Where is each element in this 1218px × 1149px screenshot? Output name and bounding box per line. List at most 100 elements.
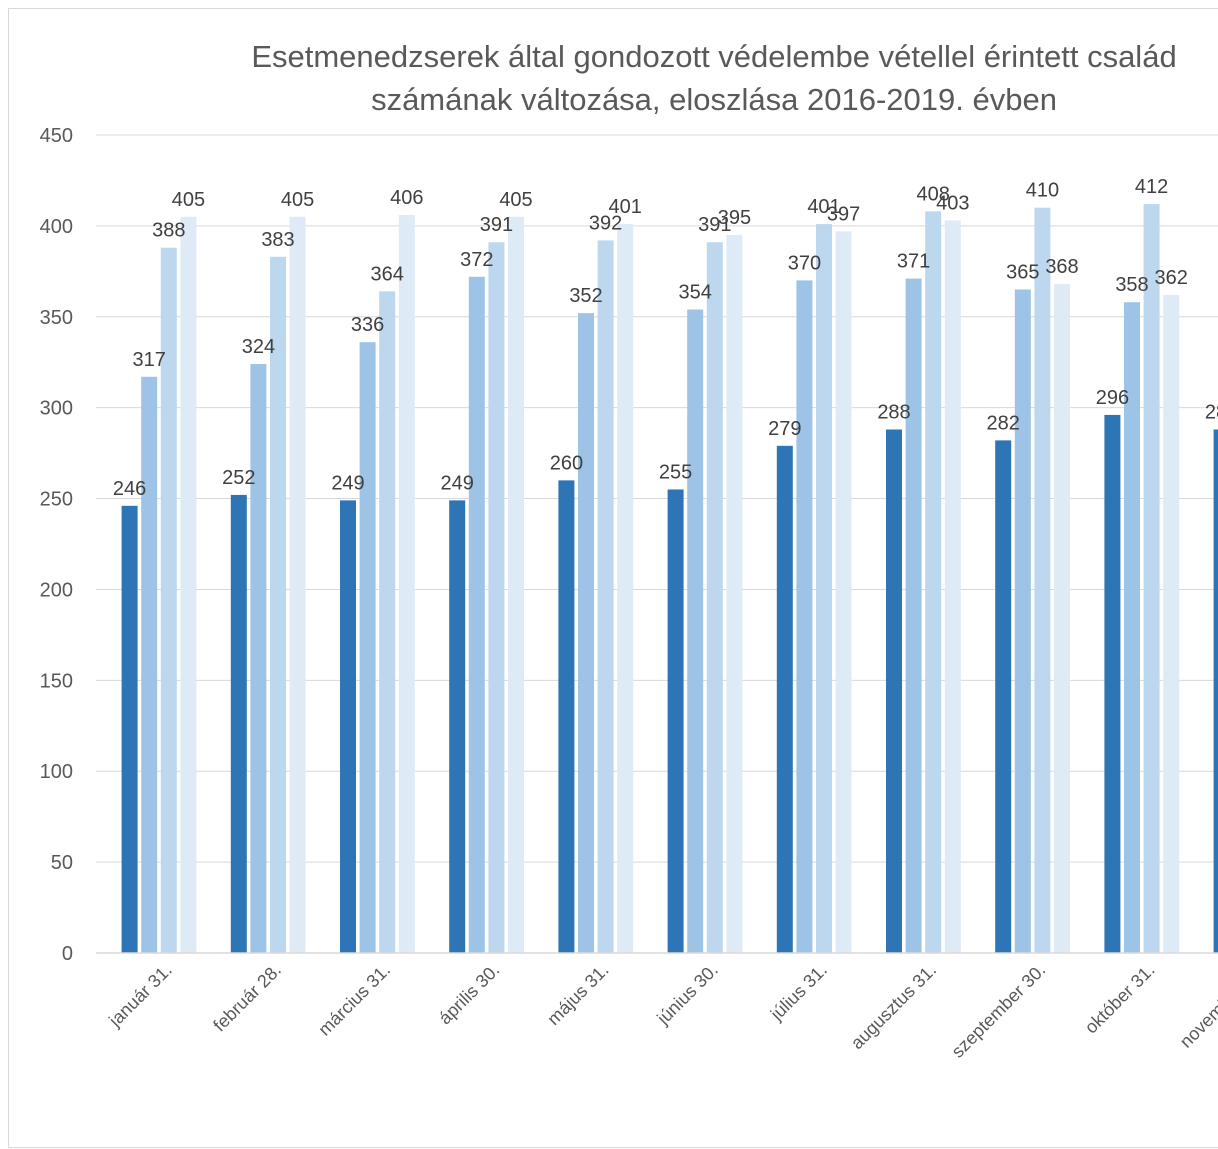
bar (379, 291, 396, 954)
data-label: 410 (1026, 180, 1059, 202)
bar (1143, 204, 1160, 953)
bar (508, 216, 524, 954)
bar (726, 234, 743, 953)
data-label: 288 (877, 401, 910, 423)
bar (180, 216, 197, 954)
data-label: 336 (351, 314, 384, 336)
x-tick-label: március 31. (314, 960, 394, 1040)
data-label: 354 (679, 282, 712, 304)
bar (449, 500, 466, 953)
x-tick-label: július 31. (766, 960, 831, 1025)
data-label: 391 (480, 214, 513, 236)
bar (835, 231, 852, 953)
bar (488, 242, 505, 953)
data-label: 358 (1115, 274, 1148, 296)
data-label: 246 (113, 478, 146, 500)
data-label: 288 (1205, 401, 1218, 423)
y-tick-label: 300 (40, 398, 73, 420)
data-label: 352 (569, 285, 602, 307)
chart-area: 246 317 388 405 252 324 383 405 249 336 364 406 249 3… (8, 8, 1218, 1148)
bar (816, 224, 832, 953)
data-label: 405 (172, 189, 205, 211)
y-tick-label: 100 (40, 761, 73, 783)
data-label: 401 (609, 196, 642, 218)
bar (289, 216, 306, 954)
bar (398, 214, 415, 953)
y-tick-label: 250 (40, 489, 73, 511)
bar (121, 505, 138, 953)
bar (776, 445, 793, 953)
x-tick-label: május 31. (543, 960, 612, 1029)
data-label: 249 (441, 472, 474, 494)
x-tick-label: szeptember 30. (948, 960, 1050, 1062)
bar (270, 256, 286, 953)
x-tick-label: június 30. (652, 960, 721, 1029)
data-label: 388 (152, 220, 185, 242)
bar (1054, 284, 1070, 954)
data-label: 412 (1135, 176, 1168, 198)
bar (1213, 429, 1218, 954)
data-label: 401 (807, 196, 840, 218)
data-label: 279 (768, 418, 801, 440)
data-label: 282 (987, 412, 1020, 434)
data-label: 406 (390, 187, 423, 209)
x-tick-label: október 31. (1081, 960, 1159, 1038)
x-tick-label: április 30. (435, 960, 504, 1029)
x-tick-label: augusztus 31. (847, 960, 940, 1053)
y-tick-label: 350 (40, 307, 73, 329)
bar (1163, 294, 1180, 953)
bar (597, 240, 614, 954)
data-label: 255 (659, 461, 692, 483)
bars (121, 204, 1218, 954)
bar (995, 440, 1012, 953)
data-label: 324 (242, 336, 275, 358)
x-tick-label: november 30. (1176, 960, 1218, 1052)
bar (944, 220, 961, 954)
data-label: 252 (222, 467, 255, 489)
data-label: 365 (1006, 262, 1039, 284)
bar (905, 278, 922, 953)
data-label: 317 (133, 349, 166, 371)
chart-title-line-2: számának változása, eloszlása 2016-2019.… (371, 82, 1057, 117)
bar (1104, 414, 1121, 954)
data-label: 397 (827, 203, 860, 225)
data-label: 370 (788, 252, 821, 274)
data-label: 372 (460, 249, 493, 271)
data-labels: 246 317 388 405 252 324 383 405 249 336 364 406 249 3… (113, 176, 1218, 500)
data-label: 403 (936, 192, 969, 214)
bar (1124, 302, 1140, 953)
bar (687, 309, 704, 953)
x-tick-label: január 31. (104, 960, 175, 1031)
bar (230, 494, 247, 953)
bar (1034, 207, 1051, 953)
data-label: 383 (261, 229, 294, 251)
data-label: 408 (917, 183, 950, 205)
bar (359, 342, 376, 953)
bar (468, 276, 485, 954)
bar (558, 480, 575, 953)
bar (706, 242, 723, 953)
chart-title-line-1: Esetmenedzserek által gondozott védelemb… (251, 39, 1176, 74)
bar (925, 211, 942, 953)
data-label: 392 (589, 212, 622, 234)
bar (141, 376, 158, 954)
bar (667, 489, 684, 953)
data-label: 391 (698, 214, 731, 236)
data-label: 405 (281, 189, 314, 211)
x-tick-label: február 28. (209, 960, 285, 1036)
data-label: 371 (897, 251, 930, 273)
data-label: 296 (1096, 387, 1129, 409)
y-tick-label: 450 (40, 125, 73, 147)
data-label: 405 (499, 189, 532, 211)
data-label: 395 (718, 207, 751, 229)
y-tick-label: 400 (40, 216, 73, 238)
chart-title: Esetmenedzserek által gondozott védelemb… (251, 39, 1176, 117)
bar (1014, 289, 1031, 953)
bar (578, 313, 594, 953)
bar (886, 429, 902, 954)
y-tick-label: 150 (40, 670, 73, 692)
bar (796, 280, 813, 953)
data-label: 249 (331, 472, 364, 494)
bar (250, 364, 267, 953)
bar (160, 247, 177, 954)
